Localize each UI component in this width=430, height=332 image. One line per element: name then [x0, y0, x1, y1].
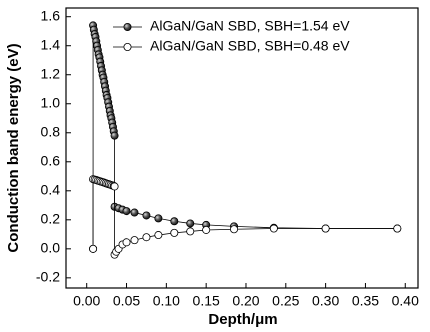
series-line	[92, 178, 398, 255]
data-point	[170, 228, 179, 237]
data-point	[154, 231, 163, 240]
series-line	[92, 25, 398, 249]
x-tick-label: 0.10	[153, 293, 180, 309]
data-point	[122, 207, 131, 216]
data-point	[269, 224, 278, 233]
x-tick-label: 0.05	[113, 293, 140, 309]
x-tick-label: 0.20	[232, 293, 259, 309]
legend-marker	[123, 43, 132, 52]
y-axis-label: Conduction band energy (eV)	[5, 43, 22, 252]
y-tick-label: 1.2	[41, 65, 61, 81]
x-tick-label: 0.40	[392, 293, 419, 309]
x-tick-label: 0.15	[193, 293, 220, 309]
y-tick-label: -0.2	[36, 269, 60, 285]
data-point	[230, 225, 239, 234]
y-tick-label: 0.2	[41, 211, 61, 227]
plot-frame	[65, 7, 419, 289]
x-tick-label: 0.25	[272, 293, 299, 309]
y-tick-label: 1.6	[41, 7, 61, 23]
legend-label: AlGaN/GaN SBD, SBH=0.48 eV	[150, 38, 350, 54]
data-point	[89, 244, 98, 253]
data-point	[110, 131, 119, 140]
y-tick-label: 1.0	[41, 94, 61, 110]
x-axis-label: Depth/μm	[208, 311, 277, 328]
y-tick-label: 0.4	[41, 182, 61, 198]
data-point	[154, 214, 163, 223]
data-point	[202, 225, 211, 234]
x-tick-label: 0.00	[73, 293, 100, 309]
data-point	[186, 227, 195, 236]
y-tick-label: 0.6	[41, 152, 61, 168]
x-tick-label: 0.35	[352, 293, 379, 309]
data-point	[321, 224, 330, 233]
data-point	[142, 233, 151, 242]
data-point	[393, 224, 402, 233]
data-point	[170, 217, 179, 226]
legend-marker	[123, 22, 132, 31]
y-tick-label: 1.4	[41, 36, 61, 52]
y-tick-label: 0.8	[41, 123, 61, 139]
y-tick-label: 0.0	[41, 240, 61, 256]
data-point	[142, 211, 151, 220]
data-point	[130, 236, 139, 245]
legend-label: AlGaN/GaN SBD, SBH=1.54 eV	[150, 18, 350, 34]
data-point	[122, 238, 131, 247]
data-point	[130, 208, 139, 217]
data-point	[110, 182, 119, 191]
x-tick-label: 0.30	[312, 293, 339, 309]
data-point	[186, 219, 195, 228]
